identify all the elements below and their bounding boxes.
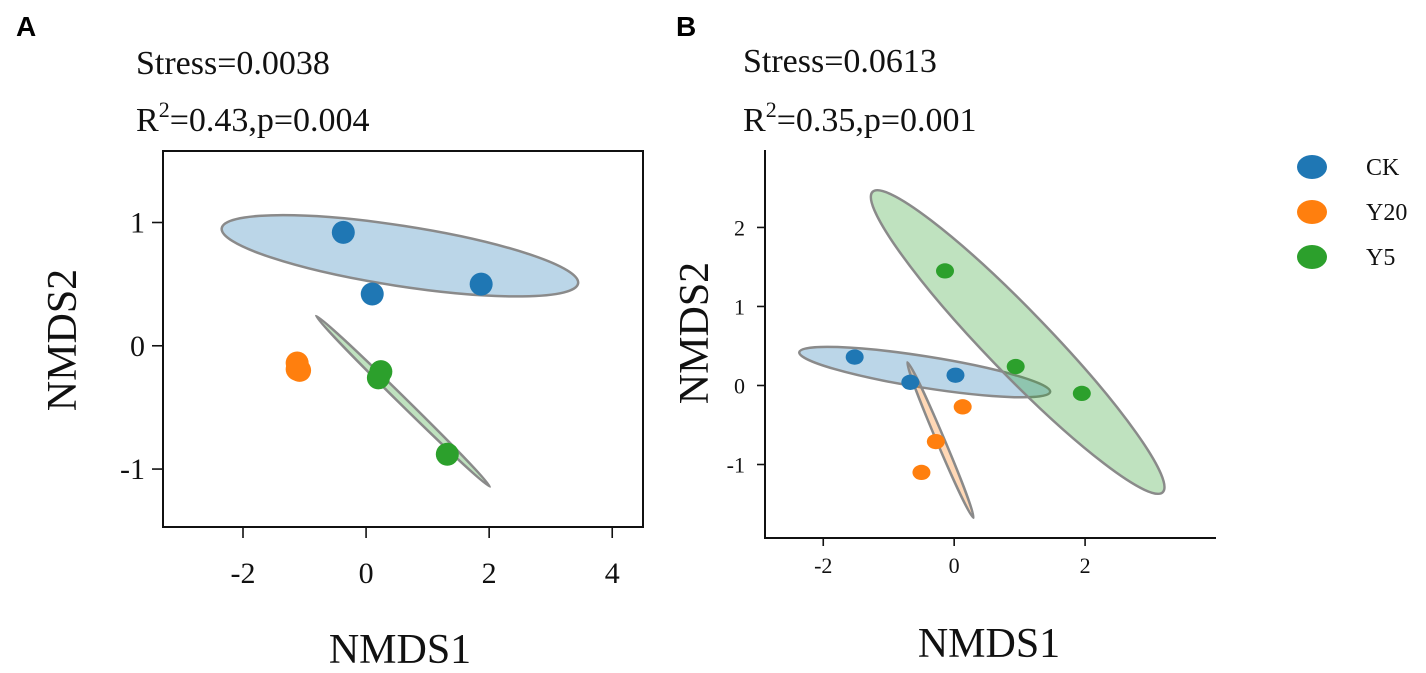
panel-b-xtick-label: -2 xyxy=(814,553,832,578)
panel-b-point-y20 xyxy=(926,433,945,450)
panel-b-ytick-label: 0 xyxy=(734,373,745,398)
panel-a-point-ck xyxy=(360,282,384,306)
panel-a-ellipse-y5 xyxy=(314,314,492,488)
panel-a-point-ck xyxy=(469,272,493,296)
panel-b-xtick-label: 0 xyxy=(949,553,960,578)
panel-a-point-ck xyxy=(331,220,355,244)
panel-a-point-y20 xyxy=(288,358,312,382)
panel-b-point-ck xyxy=(845,349,864,365)
legend-label-y5: Y5 xyxy=(1366,245,1395,271)
panel-a-ylabel: NMDS2 xyxy=(40,269,86,411)
panel-a-ytick-label: -1 xyxy=(120,453,145,486)
panel-b-ytick-label: 2 xyxy=(734,215,745,240)
panel-a-xtick-label: 4 xyxy=(605,557,620,590)
panel-a-ellipse-ck xyxy=(220,213,580,298)
panel-b-point-ck xyxy=(946,367,965,383)
panel-b-ellipse-y5 xyxy=(869,188,1166,496)
panel-a-point-y5 xyxy=(366,366,390,390)
panel-a-xtick-label: 0 xyxy=(359,557,374,590)
panel-a-ytick-label: 0 xyxy=(130,330,145,363)
panel-a-xlabel: NMDS1 xyxy=(329,627,471,673)
panel-b-point-ck xyxy=(901,374,920,390)
panel-a-point-y5 xyxy=(435,442,459,466)
panel-b-letter: B xyxy=(676,11,696,42)
panel-a-plot-frame xyxy=(162,150,644,528)
panel-a-stress: Stress=0.0038 xyxy=(136,45,330,82)
panel-b-points xyxy=(845,263,1091,481)
panel-a-xtick-label: 2 xyxy=(482,557,497,590)
panel-a-ytick-label: 1 xyxy=(130,207,145,240)
panel-b-ticks: -2 0 2 2 1 0 -1 xyxy=(727,215,1091,578)
panel-b-xlabel: NMDS1 xyxy=(918,621,1060,667)
legend: CK Y20 Y5 xyxy=(1297,155,1407,271)
legend-marker-ck xyxy=(1297,155,1327,179)
panel-a-xtick-label: -2 xyxy=(231,557,256,590)
panel-a-ellipses xyxy=(220,213,580,488)
panel-b-point-y20 xyxy=(953,399,972,415)
panel-b-ytick-label: 1 xyxy=(734,294,745,319)
panel-b: B Stress=0.0613 R2=0.35,p=0.001 -2 0 2210-… xyxy=(672,11,1216,667)
panel-a-ticks: -2 0 2 4 1 0 -1 xyxy=(120,207,620,590)
panel-b-r2: R2=0.35,p=0.001 xyxy=(743,97,977,139)
panel-b-point-y5 xyxy=(936,263,955,279)
panel-b-stress: Stress=0.0613 xyxy=(743,43,937,80)
panel-b-point-y5 xyxy=(1072,385,1091,402)
panel-a: A Stress=0.0038 R2=0.43,p=0.004 -2 0 2 410-… xyxy=(16,11,644,673)
legend-label-y20: Y20 xyxy=(1366,200,1407,226)
panel-a-points xyxy=(285,220,493,466)
panel-b-ellipses xyxy=(798,188,1166,520)
panel-b-point-y20 xyxy=(912,464,931,481)
legend-marker-y20 xyxy=(1297,200,1327,224)
panel-b-axes xyxy=(764,150,1216,539)
legend-marker-y5 xyxy=(1297,245,1327,269)
panel-a-letter: A xyxy=(16,11,36,42)
panel-a-r2: R2=0.43,p=0.004 xyxy=(136,97,370,139)
panel-b-ytick-label: -1 xyxy=(727,453,745,478)
panel-b-ylabel: NMDS2 xyxy=(672,262,718,404)
panel-b-point-y5 xyxy=(1006,358,1025,375)
panel-b-xtick-label: 2 xyxy=(1080,553,1091,578)
legend-label-ck: CK xyxy=(1366,155,1400,181)
